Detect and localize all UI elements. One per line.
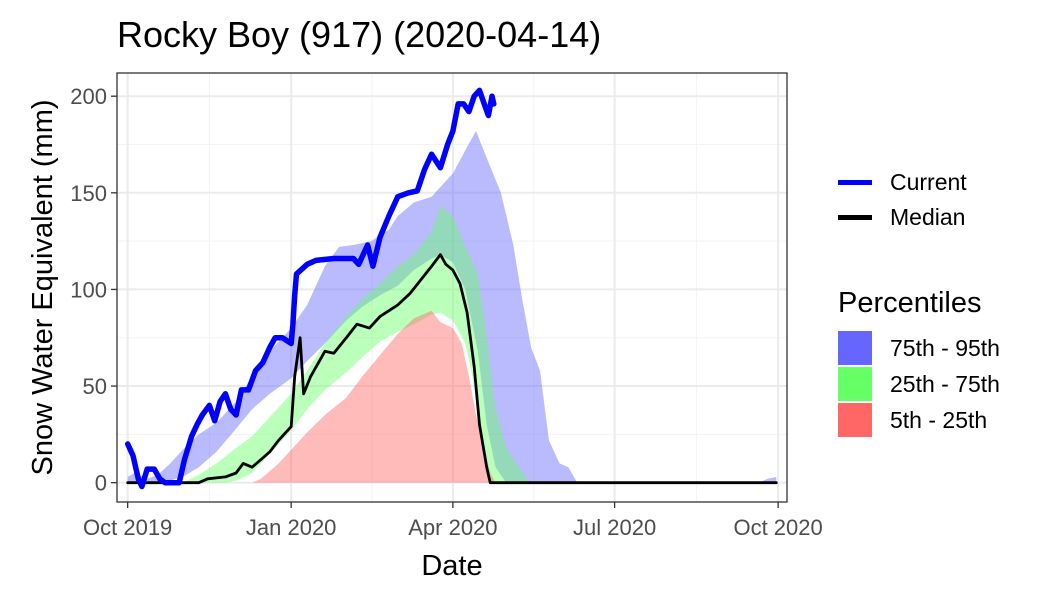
series-lines (124, 87, 778, 490)
series-line-median (126, 253, 778, 485)
legend-label-median: Median (890, 204, 966, 230)
legend-label-p5-25: 5th - 25th (890, 406, 988, 433)
legend-key-p5-25 (838, 403, 872, 437)
legend-key-p25-75 (838, 367, 872, 401)
legend-label-p25-75: 25th - 75th (890, 370, 1000, 397)
y-tick-label: 150 (70, 181, 107, 206)
chart-title: Rocky Boy (917) (2020-04-14) (117, 14, 602, 55)
y-tick-label: 0 (95, 471, 107, 496)
x-axis-title: Date (421, 550, 482, 582)
band-5th-25th (127, 310, 777, 483)
legend-item-p75-95[interactable]: 75th - 95th (838, 330, 1000, 366)
legend-key-current (838, 180, 872, 185)
legend-label-current: Current (890, 169, 967, 195)
y-tick-label: 200 (70, 84, 107, 109)
x-axis: Oct 2019 Jan 2020 Apr 2020 Jul 2020 Oct 2020 (83, 502, 823, 540)
legend-item-p5-25[interactable]: 5th - 25th (838, 402, 1000, 438)
series-line-current (124, 87, 497, 490)
x-tick-label: Oct 2020 (733, 515, 822, 540)
y-tick-label: 50 (83, 374, 107, 399)
y-axis: 0 50 100 150 200 (70, 84, 117, 496)
y-axis-title: Snow Water Equivalent (mm) (27, 99, 59, 475)
x-tick-label: Apr 2020 (408, 515, 497, 540)
legend-item-p25-75[interactable]: 25th - 75th (838, 366, 1000, 402)
legend-label-p75-95: 75th - 95th (890, 334, 1000, 361)
legend-title-percentiles: Percentiles (838, 287, 982, 319)
grid-major (117, 73, 787, 502)
panel-border (116, 72, 788, 503)
legend-key-p75-95 (838, 331, 872, 365)
y-tick-label: 100 (70, 277, 107, 302)
percentile-bands (127, 131, 777, 483)
band-75th-95th (127, 131, 777, 483)
legend: Current Median Percentiles 75th - 95th 2… (838, 165, 1000, 438)
band-25th-75th (127, 206, 777, 483)
x-tick-label: Jan 2020 (246, 515, 337, 540)
x-tick-label: Jul 2020 (573, 515, 656, 540)
legend-item-median[interactable]: Median (838, 200, 1000, 235)
legend-key-median (838, 215, 872, 220)
legend-item-current[interactable]: Current (838, 165, 1000, 200)
x-tick-label: Oct 2019 (83, 515, 172, 540)
